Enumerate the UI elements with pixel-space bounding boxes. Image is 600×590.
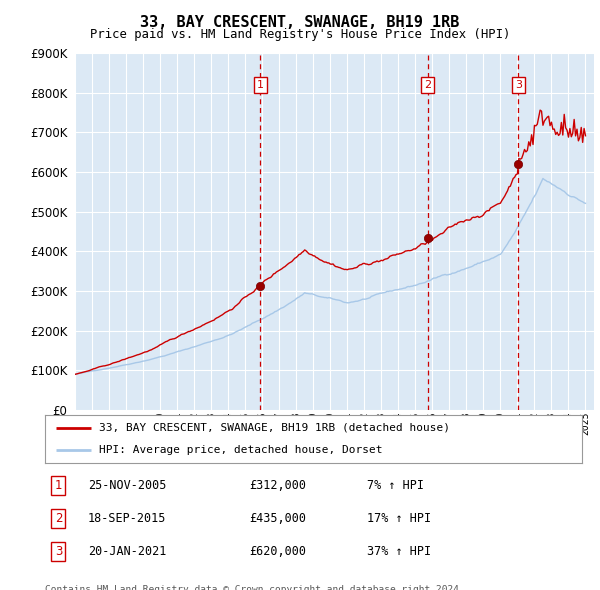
Text: 17% ↑ HPI: 17% ↑ HPI — [367, 512, 431, 525]
Text: 3: 3 — [515, 80, 522, 90]
Text: HPI: Average price, detached house, Dorset: HPI: Average price, detached house, Dors… — [98, 445, 382, 455]
Text: £312,000: £312,000 — [249, 479, 306, 492]
Text: 2: 2 — [55, 512, 62, 525]
Text: Contains HM Land Registry data © Crown copyright and database right 2024.
This d: Contains HM Land Registry data © Crown c… — [45, 585, 465, 590]
Text: 1: 1 — [55, 479, 62, 492]
Text: 7% ↑ HPI: 7% ↑ HPI — [367, 479, 424, 492]
Text: £620,000: £620,000 — [249, 545, 306, 558]
Text: 3: 3 — [55, 545, 62, 558]
Text: 25-NOV-2005: 25-NOV-2005 — [88, 479, 166, 492]
Text: 2: 2 — [424, 80, 431, 90]
Text: 37% ↑ HPI: 37% ↑ HPI — [367, 545, 431, 558]
Text: 1: 1 — [257, 80, 264, 90]
Text: £435,000: £435,000 — [249, 512, 306, 525]
Text: 33, BAY CRESCENT, SWANAGE, BH19 1RB: 33, BAY CRESCENT, SWANAGE, BH19 1RB — [140, 15, 460, 30]
Text: Price paid vs. HM Land Registry's House Price Index (HPI): Price paid vs. HM Land Registry's House … — [90, 28, 510, 41]
Text: 18-SEP-2015: 18-SEP-2015 — [88, 512, 166, 525]
Text: 33, BAY CRESCENT, SWANAGE, BH19 1RB (detached house): 33, BAY CRESCENT, SWANAGE, BH19 1RB (det… — [98, 423, 450, 433]
Text: 20-JAN-2021: 20-JAN-2021 — [88, 545, 166, 558]
